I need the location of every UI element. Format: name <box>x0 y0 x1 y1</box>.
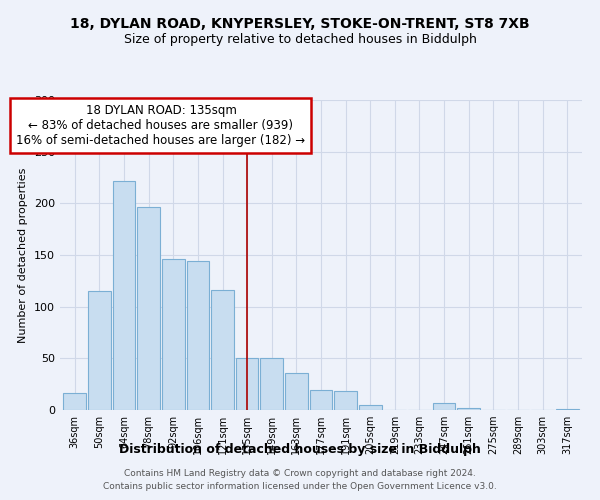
Text: Distribution of detached houses by size in Biddulph: Distribution of detached houses by size … <box>119 442 481 456</box>
Text: Contains HM Land Registry data © Crown copyright and database right 2024.: Contains HM Land Registry data © Crown c… <box>124 468 476 477</box>
Bar <box>433 403 455 410</box>
Bar <box>310 390 332 410</box>
Y-axis label: Number of detached properties: Number of detached properties <box>19 168 28 342</box>
Bar <box>88 291 111 410</box>
Bar <box>285 373 308 410</box>
Bar <box>113 180 136 410</box>
Bar <box>556 409 578 410</box>
Bar <box>162 259 185 410</box>
Text: Size of property relative to detached houses in Biddulph: Size of property relative to detached ho… <box>124 32 476 46</box>
Bar <box>334 392 357 410</box>
Text: 18, DYLAN ROAD, KNYPERSLEY, STOKE-ON-TRENT, ST8 7XB: 18, DYLAN ROAD, KNYPERSLEY, STOKE-ON-TRE… <box>70 18 530 32</box>
Bar <box>64 394 86 410</box>
Text: 18 DYLAN ROAD: 135sqm
← 83% of detached houses are smaller (939)
16% of semi-det: 18 DYLAN ROAD: 135sqm ← 83% of detached … <box>16 104 305 147</box>
Text: Contains public sector information licensed under the Open Government Licence v3: Contains public sector information licen… <box>103 482 497 491</box>
Bar <box>211 290 234 410</box>
Bar <box>457 408 480 410</box>
Bar <box>260 358 283 410</box>
Bar <box>236 358 259 410</box>
Bar <box>137 208 160 410</box>
Bar <box>359 405 382 410</box>
Bar <box>187 261 209 410</box>
